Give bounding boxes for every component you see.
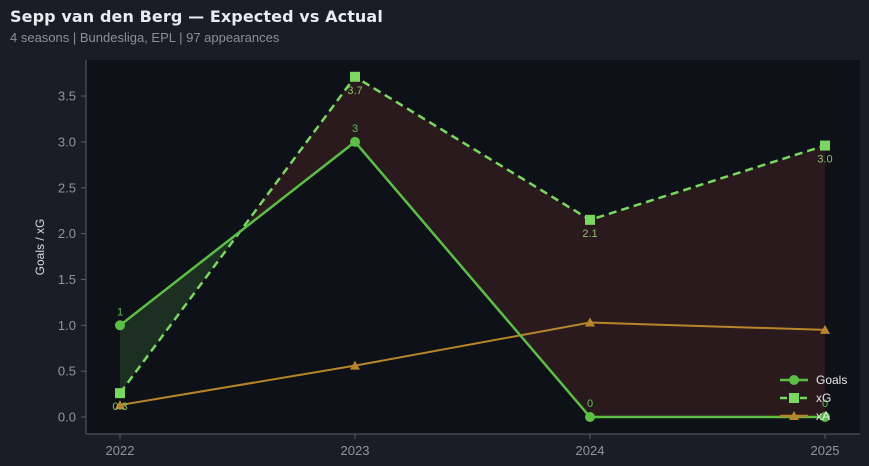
chart-subtitle: 4 seasons | Bundesliga, EPL | 97 appeara… [10,30,280,45]
xa-marker [350,360,360,370]
y-tick-label: 2.0 [58,226,76,241]
x-tick-label: 2022 [106,443,135,458]
xg-value-label: 2.1 [582,228,597,240]
legend-label: Goals [816,373,847,387]
xa-marker [115,400,125,410]
y-tick-label: 3.0 [58,134,76,149]
y-axis-label: Goals / xG [33,219,47,276]
goals-marker [585,412,595,422]
chart-title: Sepp van den Berg — Expected vs Actual [10,7,383,26]
legend-item-xa: xA [780,409,830,423]
goals-value-label: 1 [117,306,123,318]
goals-marker [820,412,830,422]
square-icon [789,393,799,403]
xa-line [119,321,826,407]
goals-value-label: 0 [822,398,828,410]
goals-line [119,140,825,419]
fill-regions [120,76,825,417]
goals-marker [115,320,125,331]
series [115,71,830,422]
x-tick-label: 2023 [341,443,370,458]
xg-value-label: 3.0 [817,154,832,166]
xg-value-label: 3.7 [347,85,362,97]
xa-marker [820,324,830,334]
x-tick-label: 2024 [576,443,605,458]
legend-item-xg: xG [780,391,831,405]
y-tick-label: 0.0 [58,410,76,425]
xg-marker [585,214,595,225]
data-labels: 1 3 0 0 0.3 3.7 2.1 3.0 [112,85,832,413]
legend-label: xA [816,409,830,423]
y-tick-label: 1.0 [58,318,76,333]
y-tick-label: 1.5 [58,272,76,287]
axes: 0.0 0.5 1.0 1.5 2.0 2.5 3.0 3.5 2022 2023 2024 2025 [58,60,860,458]
legend: Goals xG xA [780,373,847,423]
x-tick-label: 2025 [811,443,840,458]
y-tick-label: 3.5 [58,89,76,104]
fill-underperform [590,145,825,417]
fill-underperform [355,76,590,417]
legend-item-goals: Goals [780,373,847,387]
xg-value-label: 0.3 [112,401,127,413]
goals-value-label: 3 [352,123,358,135]
y-tick-label: 0.5 [58,364,76,379]
xa-marker [585,317,595,327]
triangle-icon [789,411,799,420]
goals-value-label: 0 [587,398,593,410]
goals-marker [350,136,360,147]
xg-marker [350,71,360,82]
y-tick-label: 2.5 [58,180,76,195]
xg-marker [115,388,125,399]
circle-icon [789,375,799,385]
legend-label: xG [816,391,831,405]
xg-marker [820,140,830,151]
